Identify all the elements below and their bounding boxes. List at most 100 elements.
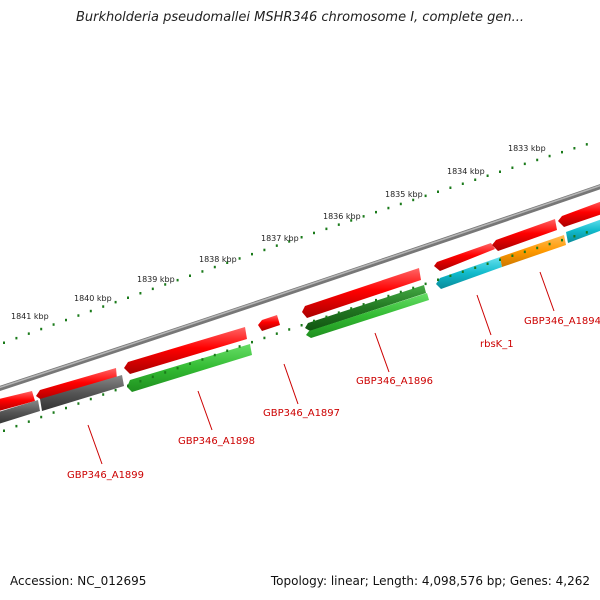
gene-leader (539, 271, 555, 312)
reverse-gene[interactable] (0, 400, 40, 425)
ruler-minor-tick (65, 318, 67, 322)
gene-annotations: GBP346_A1899 GBP346_A1898 GBP346_A1897 G… (67, 271, 600, 481)
ruler-label: 1838 kbp (199, 255, 237, 264)
ruler-minor-tick (486, 174, 489, 177)
ruler-minor-tick (263, 248, 266, 252)
gene-leader (87, 424, 103, 465)
ruler-label: 1840 kbp (74, 294, 112, 303)
ruler-minor-tick (362, 303, 365, 306)
ruler-minor-tick (375, 210, 377, 214)
gene-label: GBP346_A1894 (524, 316, 600, 327)
ruler-minor-tick (523, 162, 526, 166)
ruler-minor-tick (461, 182, 464, 185)
ruler-label: 1834 kbp (447, 167, 485, 176)
gene-label: rbsK_1 (480, 339, 514, 350)
ruler-minor-tick (499, 170, 501, 173)
ruler-label: 1836 kbp (323, 212, 361, 221)
ruler-minor-tick (77, 314, 80, 317)
ruler-minor-tick (350, 219, 353, 222)
ruler-minor-tick (201, 270, 204, 273)
reverse-gene[interactable] (436, 257, 502, 289)
ruler-minor-tick (65, 406, 67, 410)
ruler-label: 1833 kbp (508, 144, 546, 153)
ruler-minor-tick (300, 324, 303, 327)
backbone-highlight (0, 184, 600, 389)
ruler-minor-tick (102, 393, 105, 396)
ruler-minor-tick (399, 290, 402, 294)
forward-gene[interactable] (302, 268, 421, 318)
ruler-label: 1835 kbp (385, 190, 423, 199)
ruler-minor-tick (151, 375, 154, 379)
ruler-minor-tick (89, 309, 92, 313)
ruler-minor-tick (424, 282, 427, 286)
ruler-minor-tick (499, 258, 501, 261)
ruler-minor-tick (375, 298, 377, 302)
ruler-minor-tick (362, 215, 365, 218)
ruler-minor-tick (585, 231, 588, 234)
ruler-minor-tick (561, 238, 563, 242)
ruler-minor-tick (251, 340, 253, 344)
forward-gene[interactable] (124, 327, 247, 374)
ruler-minor-tick (176, 366, 179, 370)
reverse-gene[interactable] (127, 344, 252, 392)
ruler-minor-tick (189, 362, 191, 365)
topology-text: Topology: linear; Length: 4,098,576 bp; … (270, 574, 590, 588)
backbone-line (0, 184, 600, 391)
ruler-minor-tick (3, 341, 5, 344)
ruler-minor-tick (226, 261, 229, 264)
ruler-minor-tick (238, 257, 241, 260)
gene-label: GBP346_A1897 (263, 408, 340, 419)
ruler-minor-tick (288, 240, 291, 243)
ruler-minor-tick (313, 319, 315, 323)
ruler-minor-tick (573, 235, 576, 238)
forward-gene[interactable] (558, 200, 600, 227)
ruler-minor-tick (548, 154, 551, 158)
ruler-minor-tick (226, 349, 229, 352)
ruler-minor-tick (387, 206, 390, 210)
ruler-minor-tick (176, 278, 179, 282)
gene-label: GBP346_A1896 (356, 376, 433, 387)
reverse-gene[interactable] (40, 375, 124, 411)
gene-label: GBP346_A1899 (67, 470, 144, 481)
ruler-minor-tick (251, 252, 253, 256)
ruler-minor-tick (474, 178, 477, 181)
ruler-minor-tick (449, 186, 452, 189)
forward-gene[interactable] (492, 219, 557, 251)
reverse-gene[interactable] (305, 285, 426, 331)
upper-ruler (3, 143, 588, 344)
ruler-minor-tick (27, 420, 30, 423)
ruler-minor-tick (27, 332, 30, 335)
forward-gene[interactable] (36, 368, 117, 401)
lower-ruler (3, 231, 588, 432)
forward-gene[interactable] (0, 391, 35, 412)
ruler-minor-tick (263, 336, 266, 340)
forward-gene[interactable] (434, 243, 495, 271)
gene-leader (374, 332, 390, 373)
ruler-minor-tick (437, 190, 439, 193)
ruler-minor-tick (412, 198, 415, 202)
ruler-minor-tick (325, 227, 328, 231)
gene-leader (476, 294, 492, 336)
accession-text: Accession: NC_012695 (10, 574, 147, 588)
reverse-gene[interactable] (306, 293, 429, 338)
forward-gene[interactable] (258, 315, 280, 331)
ruler-minor-tick (127, 384, 129, 387)
ruler-minor-tick (511, 166, 514, 169)
ruler-minor-tick (189, 274, 191, 277)
ruler-minor-tick (300, 236, 303, 239)
ruler-minor-tick (437, 278, 439, 281)
ruler-minor-tick (40, 327, 43, 331)
ruler-minor-tick (337, 311, 340, 314)
ruler-minor-tick (474, 266, 477, 269)
ruler-minor-tick (523, 250, 526, 254)
ruler-minor-tick (15, 336, 18, 340)
ruler-minor-tick (486, 262, 489, 265)
ruler-minor-tick (213, 265, 216, 269)
ruler-minor-tick (585, 143, 588, 146)
ruler-label: 1837 kbp (261, 234, 299, 243)
ruler-label: 1841 kbp (11, 312, 49, 321)
ruler-minor-tick (3, 429, 5, 432)
ruler-minor-tick (275, 244, 278, 247)
ruler-minor-tick (449, 274, 452, 277)
